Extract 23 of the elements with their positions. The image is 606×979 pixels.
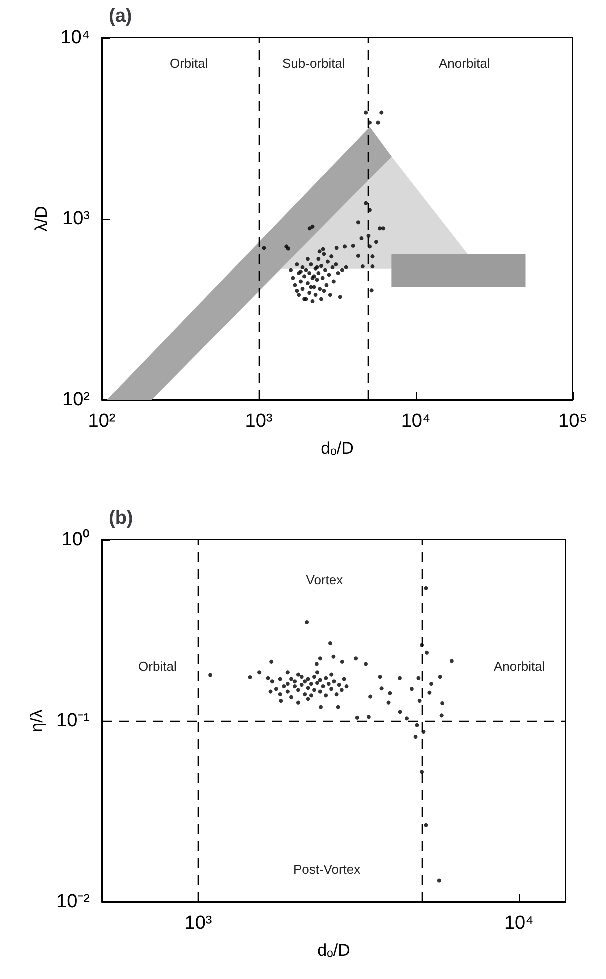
- x-tick-label: 10³: [245, 411, 273, 432]
- annotation: Sub-orbital: [282, 56, 346, 71]
- annotation: Orbital: [138, 659, 177, 674]
- x-axis-title: dₒ/D: [318, 941, 350, 960]
- annotation: Orbital: [170, 56, 208, 71]
- x-tick-label: 10⁴: [401, 411, 431, 432]
- annotation: Anorbital: [439, 56, 490, 71]
- x-tick-label: 10⁵: [558, 411, 588, 432]
- chart-title: (b): [109, 508, 134, 529]
- y-tick-label: 10²: [62, 390, 90, 410]
- x-axis-title: dₒ/D: [321, 439, 354, 458]
- y-tick-label: 10⁻²: [56, 892, 90, 912]
- annotation: Vortex: [306, 572, 344, 588]
- y-axis-title: λ/D: [32, 206, 51, 232]
- annotation: Anorbital: [494, 659, 546, 674]
- y-tick-label: 10⁰: [62, 528, 90, 550]
- y-axis-title: η/λ: [28, 709, 47, 732]
- x-tick-label: 10²: [88, 411, 116, 432]
- chart-title: (a): [109, 6, 132, 27]
- y-tick-label: 10⁻¹: [56, 710, 90, 732]
- y-tick-label: 10⁴: [60, 28, 90, 48]
- y-tick-label: 10³: [62, 208, 90, 230]
- annotation: Post-Vortex: [293, 862, 362, 877]
